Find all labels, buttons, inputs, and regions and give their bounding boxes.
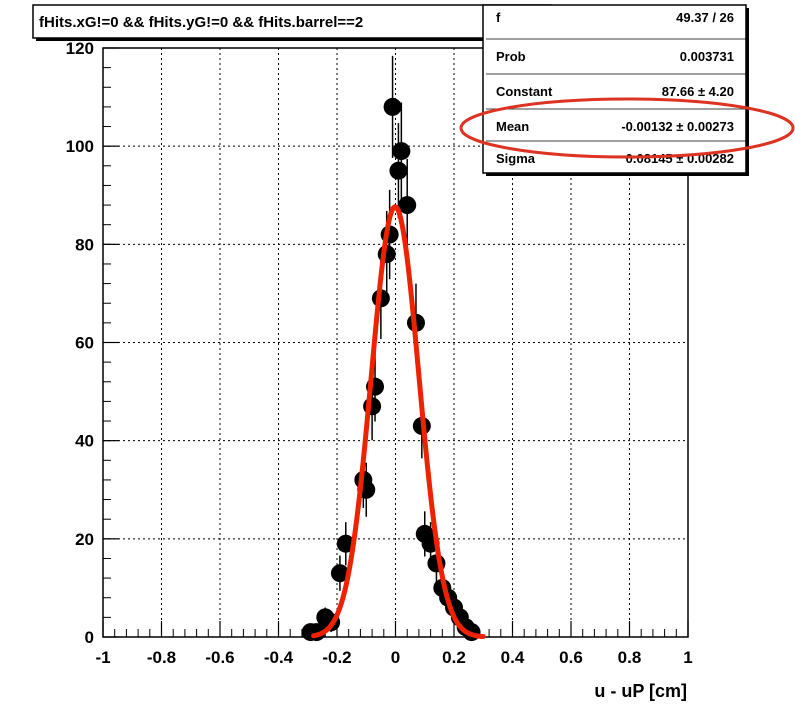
y-tick-label: 40 — [75, 432, 94, 451]
title-box-shadow — [36, 38, 554, 41]
y-tick-labels: 0 20 40 60 80 100 120 — [66, 39, 94, 647]
stats-value: 0.003731 — [680, 49, 734, 64]
stats-label: Sigma — [496, 151, 536, 166]
y-tick-label: 0 — [85, 628, 94, 647]
x-tick-label: 0.6 — [559, 648, 583, 667]
stats-value: -0.00132 ± 0.00273 — [621, 119, 734, 134]
y-tick-label: 100 — [66, 137, 94, 156]
x-tick-label: -0.8 — [147, 648, 176, 667]
x-tick-label: -1 — [95, 648, 110, 667]
y-tick-label: 120 — [66, 39, 94, 58]
stats-value: 87.66 ± 4.20 — [662, 84, 734, 99]
stats-box-shadow-bottom — [486, 173, 749, 176]
data-point — [383, 55, 402, 158]
stats-label: Mean — [496, 119, 529, 134]
x-tick-label: -0.6 — [205, 648, 234, 667]
data-point — [398, 158, 417, 252]
x-tick-label: 0 — [391, 648, 400, 667]
x-tick-label: -0.2 — [322, 648, 351, 667]
point-marker — [398, 196, 417, 215]
point-marker — [389, 161, 408, 180]
y-tick-label: 80 — [75, 235, 94, 254]
mean-highlight-ellipse — [459, 97, 795, 159]
point-marker — [392, 142, 411, 161]
y-tick-label: 60 — [75, 334, 94, 353]
x-tick-label: 0.8 — [618, 648, 642, 667]
x-tick-label: 0.2 — [442, 648, 466, 667]
minor-ticks — [102, 47, 689, 638]
gaussian-fit-curve — [311, 204, 486, 640]
data-point — [392, 102, 411, 200]
stats-label: Prob — [496, 49, 526, 64]
data-point — [330, 555, 349, 591]
x-tick-label: -0.4 — [264, 648, 294, 667]
point-marker — [383, 97, 402, 116]
point-marker — [330, 564, 349, 583]
grid — [103, 48, 688, 637]
stats-box: f 49.37 / 26 Prob 0.003731 Constant 87.66 ± 4… — [482, 4, 749, 176]
stats-label: Constant — [496, 84, 553, 99]
x-tick-labels: -1 -0.8 -0.6 -0.4 -0.2 0 0.2 0.4 0.6 0.8 1 — [95, 648, 692, 667]
chart-title: fHits.xG!=0 && fHits.yG!=0 && fHits.barr… — [39, 14, 363, 31]
x-axis-title: u - uP [cm] — [594, 681, 687, 701]
data-point — [389, 123, 408, 219]
stats-value: 49.37 / 26 — [676, 10, 734, 25]
x-tick-label: 0.4 — [501, 648, 525, 667]
x-tick-label: 1 — [683, 648, 692, 667]
stats-label: f — [496, 10, 501, 25]
stats-box-shadow-right — [746, 8, 749, 176]
y-tick-label: 20 — [75, 530, 94, 549]
stats-box-frame — [482, 4, 747, 174]
